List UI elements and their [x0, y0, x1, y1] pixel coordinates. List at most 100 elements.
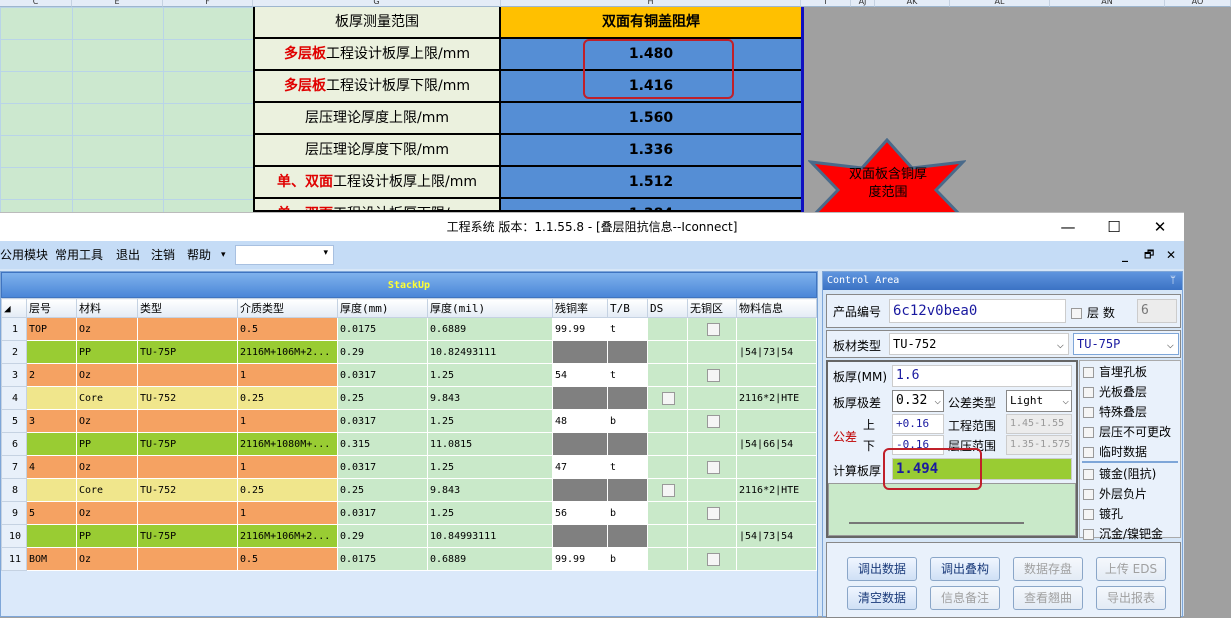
- range-value-cell[interactable]: 1.512: [501, 167, 801, 199]
- cell-mil[interactable]: 9.843: [427, 386, 553, 410]
- column-header[interactable]: H: [501, 0, 801, 7]
- cell-mat[interactable]: Oz: [76, 455, 138, 479]
- cell-mat[interactable]: Oz: [76, 409, 138, 433]
- cell-diel[interactable]: 1: [237, 409, 338, 433]
- cell-tb[interactable]: [607, 340, 648, 364]
- cell-diel[interactable]: 0.25: [237, 386, 338, 410]
- mdi-close-icon[interactable]: ✕: [1166, 248, 1177, 262]
- cell-layer[interactable]: [26, 478, 77, 502]
- cell-layer[interactable]: [26, 432, 77, 456]
- action-button[interactable]: 信息备注: [930, 586, 1000, 610]
- column-header[interactable]: 层号: [26, 298, 77, 318]
- menu-public-modules[interactable]: 公用模块: [0, 248, 49, 262]
- table-row[interactable]: 11 BOM Oz 0.5 0.0175 0.6889 99.99 b: [1, 547, 817, 571]
- upper-tolerance-input[interactable]: +0.16: [892, 414, 944, 434]
- cell-mil[interactable]: 1.25: [427, 363, 553, 387]
- cell-cu[interactable]: [552, 386, 608, 410]
- column-header[interactable]: AO: [1165, 0, 1231, 7]
- cell-n[interactable]: 5: [1, 409, 27, 433]
- column-header[interactable]: I: [801, 0, 851, 7]
- layers-input[interactable]: 6: [1137, 299, 1177, 323]
- header-value-cell[interactable]: 双面有铜盖阻焊: [501, 7, 801, 39]
- cell-info[interactable]: [736, 455, 817, 479]
- option-checkbox[interactable]: 镀孔: [1083, 505, 1123, 522]
- mdi-restore-icon[interactable]: 🗗: [1144, 248, 1155, 261]
- cell-diel[interactable]: 1: [237, 501, 338, 525]
- cell-info[interactable]: 2116*2|HTE: [736, 478, 817, 502]
- action-button[interactable]: 上传 EDS: [1096, 557, 1166, 581]
- range-value-cell[interactable]: 1.480: [501, 39, 801, 71]
- action-button[interactable]: 调出叠构: [930, 557, 1000, 581]
- cell-tb[interactable]: [607, 478, 648, 502]
- cell-mat[interactable]: Oz: [76, 547, 138, 571]
- cell-type[interactable]: TU-752: [137, 478, 238, 502]
- cell-diel[interactable]: 2116M+106M+2...: [237, 524, 338, 548]
- cell-n[interactable]: 1: [1, 317, 27, 341]
- cell-mm[interactable]: 0.29: [337, 340, 428, 364]
- cell-mm[interactable]: 0.25: [337, 478, 428, 502]
- option-checkbox[interactable]: 盲埋孔板: [1083, 363, 1147, 380]
- cell-info[interactable]: [736, 317, 817, 341]
- cell-mil[interactable]: 10.84993111: [427, 524, 553, 548]
- cell-type[interactable]: [137, 455, 238, 479]
- checkbox-icon[interactable]: [662, 483, 675, 497]
- cell-mat[interactable]: Core: [76, 478, 138, 502]
- action-button[interactable]: 查看翘曲: [1013, 586, 1083, 610]
- cell-ds[interactable]: [647, 524, 688, 548]
- cell-mat[interactable]: PP: [76, 340, 138, 364]
- column-header[interactable]: AL: [950, 0, 1050, 7]
- maximize-button[interactable]: ☐: [1107, 218, 1121, 236]
- cell-mil[interactable]: 9.843: [427, 478, 553, 502]
- cell-mm[interactable]: 0.315: [337, 432, 428, 456]
- cell-mil[interactable]: 10.82493111: [427, 340, 553, 364]
- cell-no-copper[interactable]: [687, 363, 737, 387]
- cell-no-copper[interactable]: [687, 524, 737, 548]
- cell-mil[interactable]: 1.25: [427, 501, 553, 525]
- chevron-down-icon[interactable]: ▾: [221, 250, 226, 260]
- cell-info[interactable]: |54|73|54: [736, 340, 817, 364]
- cell-tb[interactable]: t: [607, 455, 648, 479]
- cell-diel[interactable]: 1: [237, 455, 338, 479]
- range-label-cell[interactable]: 单、双面工程设计板厚下限/mm: [253, 199, 501, 212]
- cell-ds[interactable]: [647, 478, 688, 502]
- header-label-cell[interactable]: 板厚测量范围: [253, 7, 501, 39]
- cell-cu[interactable]: 99.99: [552, 317, 608, 341]
- range-label-cell[interactable]: 层压理论厚度下限/mm: [253, 135, 501, 167]
- cell-type[interactable]: TU-75P: [137, 432, 238, 456]
- cell-mat[interactable]: Oz: [76, 363, 138, 387]
- cell-info[interactable]: 2116*2|HTE: [736, 386, 817, 410]
- range-label-cell[interactable]: 多层板工程设计板厚上限/mm: [253, 39, 501, 71]
- column-header[interactable]: 介质类型: [237, 298, 338, 318]
- cell-mil[interactable]: 11.0815: [427, 432, 553, 456]
- column-header[interactable]: 无铜区: [687, 298, 737, 318]
- cell-no-copper[interactable]: [687, 409, 737, 433]
- cell-type[interactable]: [137, 317, 238, 341]
- cell-info[interactable]: [736, 409, 817, 433]
- scrollbar[interactable]: [849, 522, 1024, 524]
- cell-cu[interactable]: 99.99: [552, 547, 608, 571]
- cell-mat[interactable]: Core: [76, 386, 138, 410]
- cell-no-copper[interactable]: [687, 317, 737, 341]
- option-checkbox[interactable]: 层压不可更改: [1083, 423, 1171, 440]
- lower-tolerance-input[interactable]: -0.16: [892, 435, 944, 455]
- cell-cu[interactable]: 56: [552, 501, 608, 525]
- cell-mm[interactable]: 0.0317: [337, 455, 428, 479]
- column-header[interactable]: F: [163, 0, 253, 7]
- cell-type[interactable]: [137, 363, 238, 387]
- cell-type[interactable]: [137, 547, 238, 571]
- menu-combo[interactable]: ▾: [235, 245, 334, 265]
- cell-n[interactable]: 7: [1, 455, 27, 479]
- pp-material-select[interactable]: TU-75P ⌵: [1073, 333, 1179, 355]
- table-row[interactable]: 2 PP TU-75P 2116M+106M+2... 0.29 10.82493111 |…: [1, 340, 817, 364]
- cell-n[interactable]: 6: [1, 432, 27, 456]
- cell-type[interactable]: TU-75P: [137, 524, 238, 548]
- cell-ds[interactable]: [647, 340, 688, 364]
- menu-common-tools[interactable]: 常用工具: [55, 248, 104, 262]
- range-label-cell[interactable]: 多层板工程设计板厚下限/mm: [253, 71, 501, 103]
- option-checkbox[interactable]: 光板叠层: [1083, 383, 1147, 400]
- checkbox-icon[interactable]: [706, 414, 720, 428]
- cell-n[interactable]: 9: [1, 501, 27, 525]
- checkbox-icon[interactable]: [706, 322, 720, 336]
- cell-mm[interactable]: 0.0317: [337, 409, 428, 433]
- column-header[interactable]: G: [253, 0, 501, 7]
